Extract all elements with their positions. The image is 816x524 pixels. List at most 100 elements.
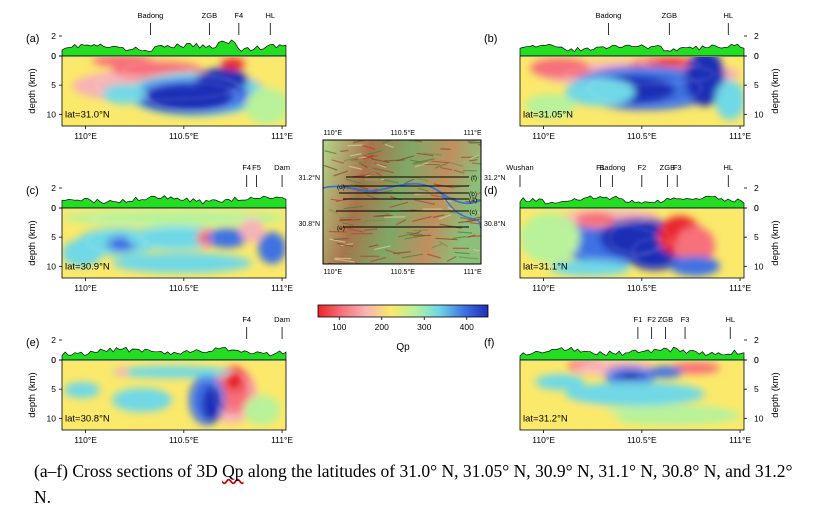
x-tick-label: 110°E bbox=[532, 435, 555, 445]
topo-tick-label: 0 bbox=[754, 203, 759, 213]
map-lat-left: 31.2°N bbox=[299, 174, 320, 182]
feature-label-hl: HL bbox=[723, 163, 733, 172]
latitude-label: lat=31.1°N bbox=[523, 261, 568, 272]
depth-tick-label: 0 bbox=[51, 51, 56, 61]
feature-label-f2: F2 bbox=[637, 163, 646, 172]
map-lat-right: 30.8°N bbox=[484, 220, 505, 228]
colorbar-tick-label: 200 bbox=[375, 322, 389, 332]
panel-letter: (a) bbox=[26, 33, 39, 45]
panel-letter: (c) bbox=[26, 185, 39, 197]
qp-field bbox=[62, 209, 286, 278]
colorbar-label: Qp bbox=[396, 342, 410, 353]
feature-label-dam: Dam bbox=[274, 163, 290, 172]
x-tick-label: 111°E bbox=[729, 435, 751, 445]
cross-section-a: Badong ZGB F4 HL (a) lat=31.0°N 110°E 110.5°E 11… bbox=[26, 11, 293, 141]
feature-label-zgb: ZGB bbox=[658, 315, 673, 324]
topo-tick-label: 2 bbox=[51, 31, 56, 41]
x-tick-label: 111°E bbox=[729, 131, 751, 141]
feature-label-wushan: Wushan bbox=[506, 163, 533, 172]
map-top-tick: 111°E bbox=[464, 129, 482, 137]
latitude-label: lat=31.2°N bbox=[523, 413, 568, 424]
topography-profile bbox=[61, 195, 287, 209]
topography-profile bbox=[61, 346, 287, 361]
caption-word-qp: Qp bbox=[222, 461, 244, 481]
topo-tick-label: 0 bbox=[51, 355, 56, 365]
x-tick-label: 111°E bbox=[271, 435, 293, 445]
colorbar-ramp bbox=[317, 304, 489, 318]
figure: Badong ZGB F4 HL (a) lat=31.0°N 110°E 110.5°E 11… bbox=[26, 11, 781, 445]
depth-tick-label: 10 bbox=[47, 109, 57, 119]
location-map: (f) (d) (b)(a) (c) (e) 110°E 110°E 110.5°E 110.5… bbox=[299, 129, 506, 276]
x-tick-label: 110°E bbox=[74, 283, 97, 293]
qp-field bbox=[62, 57, 286, 126]
depth-tick-label: 0 bbox=[754, 355, 759, 365]
depth-tick-label: 5 bbox=[754, 232, 759, 242]
feature-label-f5: F5 bbox=[252, 163, 261, 172]
panel-letter: (d) bbox=[484, 185, 497, 197]
feature-label-badong: Badong bbox=[599, 163, 625, 172]
x-tick-label: 111°E bbox=[271, 131, 293, 141]
x-tick-label: 110.5°E bbox=[169, 283, 199, 293]
profile-label: (f) bbox=[471, 175, 477, 182]
caption-text-post: along the latitudes of 31.0° N, 31.05° N… bbox=[34, 461, 793, 507]
x-tick-label: 110.5°E bbox=[627, 435, 657, 445]
x-tick-label: 110°E bbox=[532, 131, 555, 141]
x-tick-label: 110.5°E bbox=[169, 131, 199, 141]
qp-field bbox=[520, 209, 744, 278]
profile-label: (b) bbox=[469, 191, 477, 198]
topo-tick-label: 0 bbox=[754, 51, 759, 61]
feature-label-hl: HL bbox=[725, 315, 735, 324]
feature-label-badong: Badong bbox=[595, 11, 621, 20]
topo-tick-label: 2 bbox=[754, 31, 759, 41]
map-lat-left: 30.8°N bbox=[299, 220, 320, 228]
topo-tick-label: 0 bbox=[51, 51, 56, 61]
profile-label: (c) bbox=[469, 209, 477, 216]
cross-section-f: F1 F2 ZGB F3 HL (f) lat=31.2°N 110°E 110.5°E 111°… bbox=[484, 315, 781, 445]
depth-axis-label: depth (km) bbox=[27, 68, 38, 113]
topo-tick-label: 2 bbox=[754, 183, 759, 193]
colorbar-tick-label: 400 bbox=[460, 322, 474, 332]
depth-axis-label: depth (km) bbox=[770, 372, 781, 417]
latitude-label: lat=31.05°N bbox=[523, 109, 573, 120]
cross-section-e: F4 Dam (e) lat=30.8°N 110°E 110.5°E 111°E 0 5 10 2… bbox=[26, 315, 293, 445]
depth-tick-label: 0 bbox=[754, 203, 759, 213]
depth-axis-label: depth (km) bbox=[27, 372, 38, 417]
feature-label-f2: F2 bbox=[647, 315, 656, 324]
profile-label: (e) bbox=[337, 225, 345, 232]
x-tick-label: 110°E bbox=[532, 283, 555, 293]
feature-label-zgb: ZGB bbox=[202, 11, 217, 20]
depth-tick-label: 5 bbox=[51, 232, 56, 242]
map-bottom-tick: 111°E bbox=[464, 268, 482, 276]
panel-letter: (e) bbox=[26, 337, 39, 349]
profile-label: (d) bbox=[337, 184, 345, 191]
latitude-label: lat=30.8°N bbox=[65, 413, 110, 424]
map-lat-right: 31.2°N bbox=[484, 174, 505, 182]
colorbar-tick-label: 300 bbox=[417, 322, 431, 332]
topo-tick-label: 2 bbox=[51, 335, 56, 345]
depth-tick-label: 0 bbox=[754, 51, 759, 61]
colorbar: 100 200 300 400 Qp bbox=[317, 304, 489, 353]
map-bottom-tick: 110°E bbox=[323, 268, 342, 276]
qp-field bbox=[520, 361, 744, 430]
depth-axis-label: depth (km) bbox=[27, 220, 38, 265]
profile-label: (a) bbox=[469, 197, 477, 204]
depth-axis-label: depth (km) bbox=[770, 220, 781, 265]
qp-field bbox=[62, 361, 286, 430]
depth-tick-label: 5 bbox=[51, 384, 56, 394]
panel-letter: (f) bbox=[484, 337, 494, 349]
depth-tick-label: 0 bbox=[51, 203, 56, 213]
feature-label-f4: F4 bbox=[234, 11, 243, 20]
x-tick-label: 110.5°E bbox=[627, 283, 657, 293]
latitude-label: lat=31.0°N bbox=[65, 109, 110, 120]
feature-label-f3: F3 bbox=[673, 163, 682, 172]
topo-tick-label: 2 bbox=[754, 335, 759, 345]
map-top-tick: 110°E bbox=[323, 129, 342, 137]
depth-tick-label: 10 bbox=[754, 413, 764, 423]
feature-label-zgb: ZGB bbox=[660, 163, 675, 172]
depth-tick-label: 10 bbox=[47, 261, 57, 271]
depth-tick-label: 10 bbox=[754, 261, 764, 271]
topo-tick-label: 0 bbox=[51, 203, 56, 213]
caption-text-pre: (a–f) Cross sections of 3D bbox=[34, 461, 223, 481]
colorbar-tick-label: 100 bbox=[332, 322, 346, 332]
x-tick-label: 111°E bbox=[271, 283, 293, 293]
